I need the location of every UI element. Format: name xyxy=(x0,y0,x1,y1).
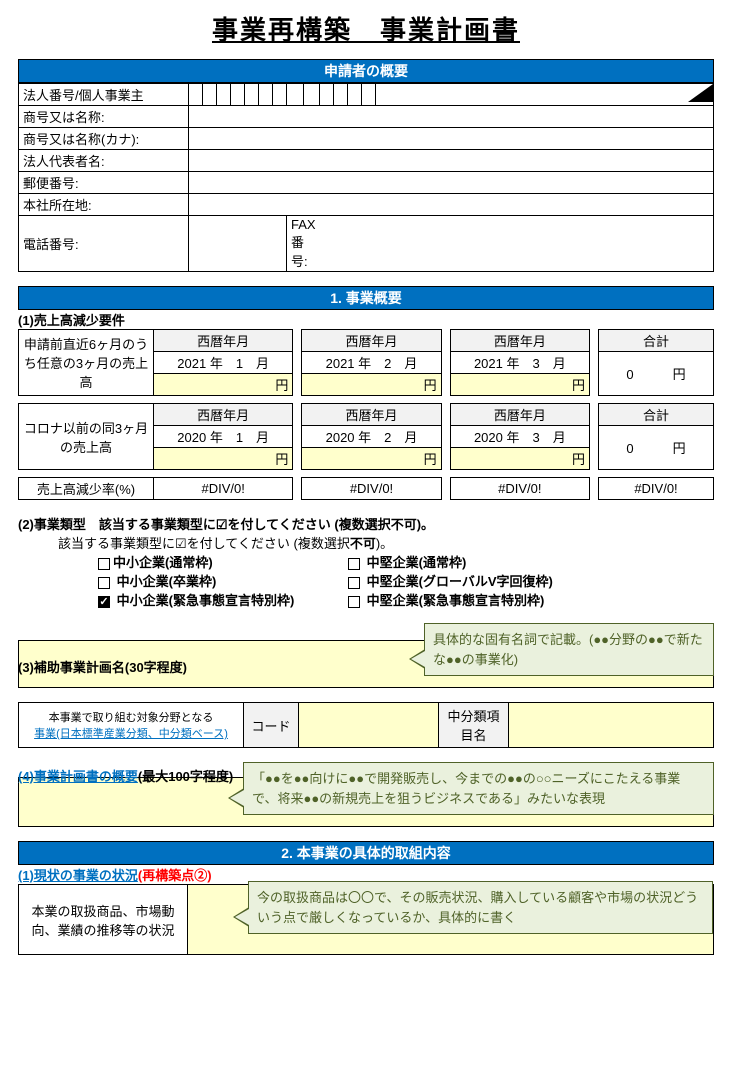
page-root: 事業再構築 事業計画書 申請者の概要 法人番号/個人事業主 商号又は名称: 商号… xyxy=(0,0,732,965)
doc-title: 事業再構築 事業計画書 xyxy=(18,10,714,47)
s1-sub3: (3)補助事業計画名(30字程度) xyxy=(18,657,424,676)
callout-4: 「●●を●●向けに●●で開発販売し、今までの●●の○○ニーズにこたえる事業で、将… xyxy=(243,762,714,815)
type-options: 中小企業(通常枠) 中堅企業(通常枠) 中小企業(卒業枠) 中堅企業(グローバル… xyxy=(98,552,553,609)
applicant-table: 法人番号/個人事業主 商号又は名称: 商号又は名称(カナ): 法人代表者名: 郵… xyxy=(18,83,714,272)
s1-header: 1. 事業概要 xyxy=(18,286,714,310)
s2-header: 2. 本事業の具体的取組内容 xyxy=(18,841,714,865)
s1-sub1: (1)売上高減少要件 xyxy=(18,310,714,329)
applicant-header: 申請者の概要 xyxy=(18,59,714,83)
midcat-input[interactable] xyxy=(509,703,714,748)
industry-link[interactable]: 事業(日本標準産業分類、中分類ベース) xyxy=(34,728,228,740)
sales-table: 申請前直近6ヶ月のうち任意の3ヶ月の売上高 西暦年月 西暦年月 西暦年月 合計 … xyxy=(18,329,714,500)
industry-table: 本事業で取り組む対象分野となる事業(日本標準産業分類、中分類ベース) コード 中… xyxy=(18,702,714,748)
callout-3: 具体的な固有名詞で記載。(●●分野の●●で新たな●●の事業化) xyxy=(424,623,714,676)
s2-sub1: (1)現状の事業の状況 xyxy=(18,868,138,883)
s1-sub2: (2)事業類型 該当する事業類型に☑を付してください (複数選択不可)。 xyxy=(18,514,714,533)
label-corp: 法人番号/個人事業主 xyxy=(19,84,189,106)
s1-sub4: (4)事業計画書の概要 xyxy=(18,769,138,784)
callout-s2: 今の取扱商品は〇〇で、その販売状況、購入している顧客や市場の状況どういう点で厳し… xyxy=(248,881,713,934)
current-status-input[interactable]: 今の取扱商品は〇〇で、その販売状況、購入している顧客や市場の状況どういう点で厳し… xyxy=(188,884,714,955)
code-input[interactable] xyxy=(299,703,439,748)
